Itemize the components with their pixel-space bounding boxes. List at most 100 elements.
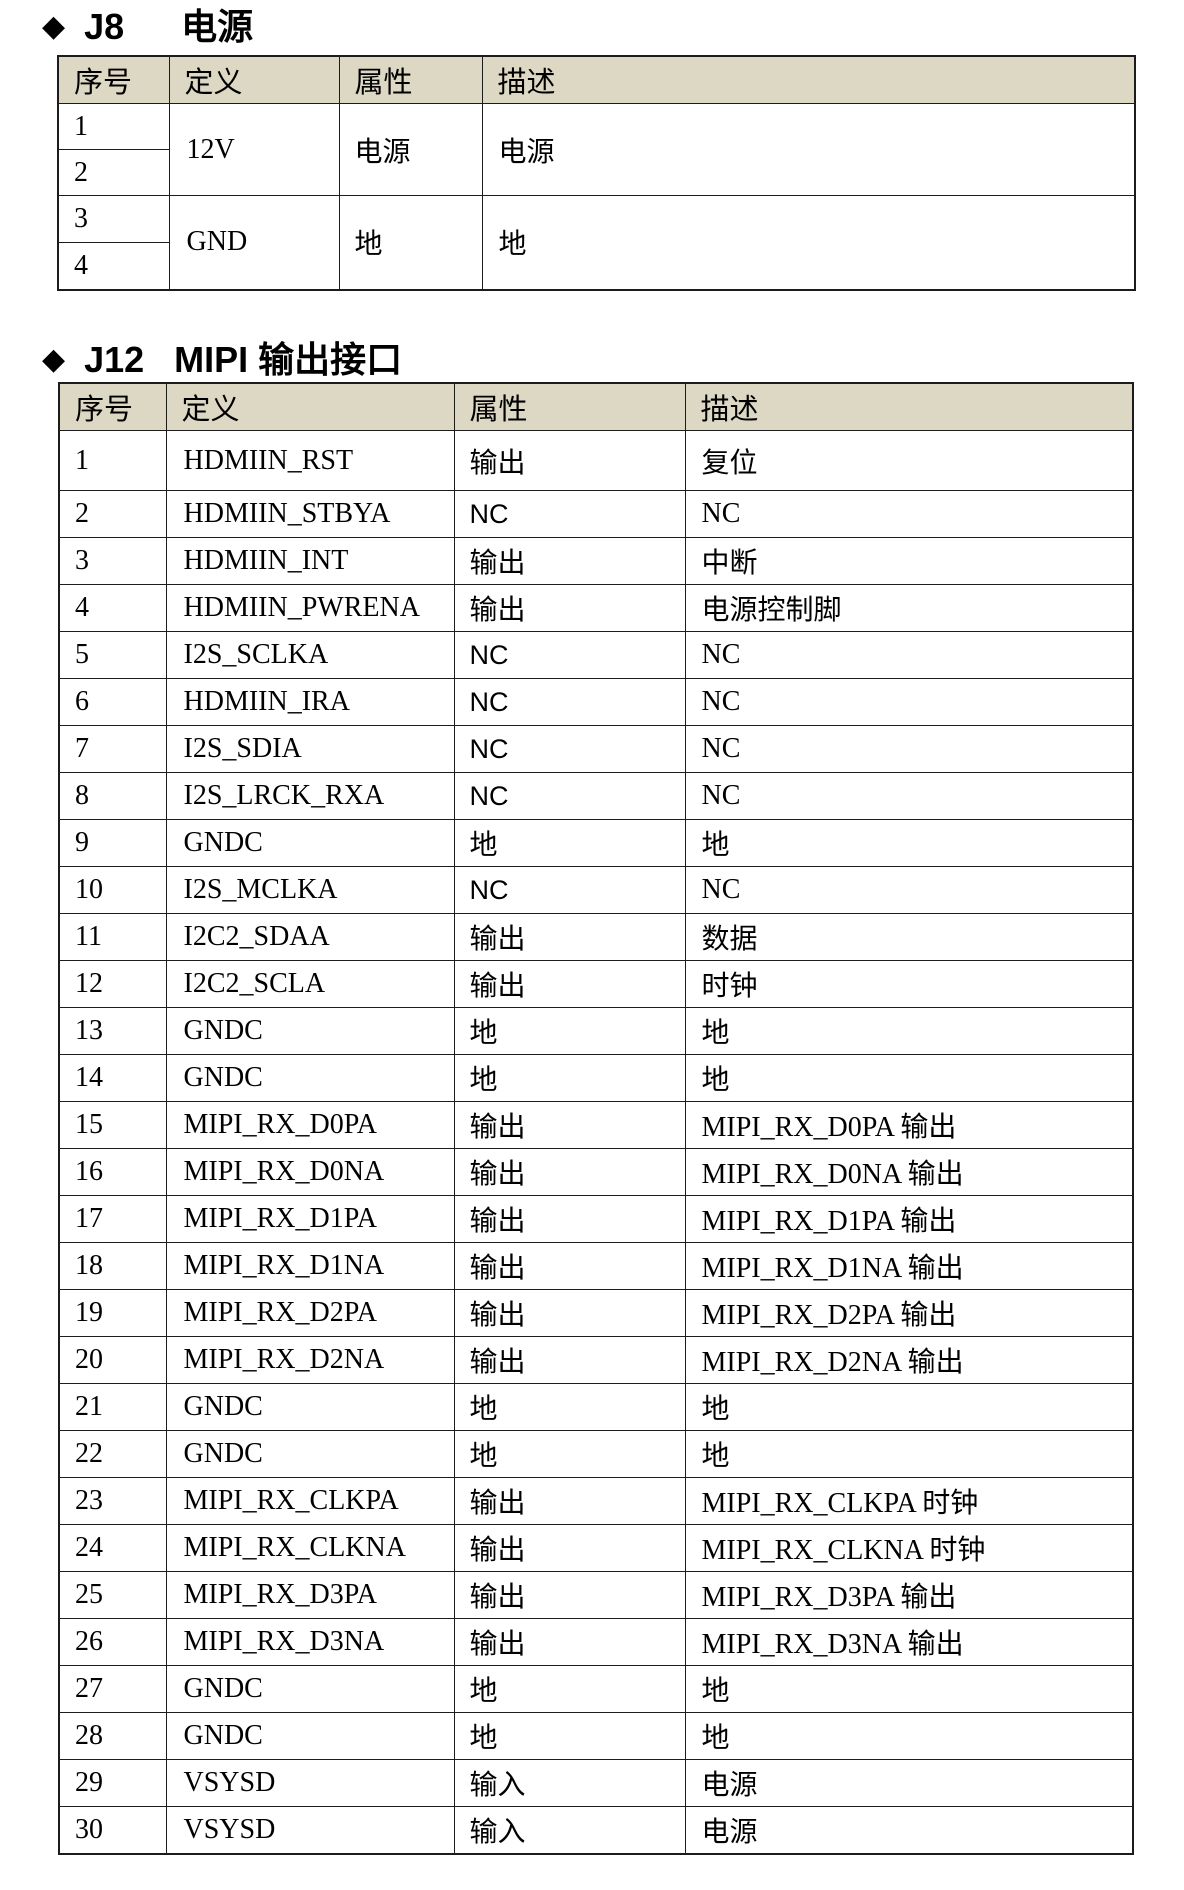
cell-description: MIPI_RX_D0PA 输出 <box>684 1101 1134 1149</box>
cell-definition: VSYSD <box>165 1759 455 1807</box>
diamond-bullet-icon: ◆ <box>42 10 66 43</box>
table-row: 2 HDMIIN_STBYA NC NC <box>58 490 1134 538</box>
connector-title: 电源 <box>181 6 254 47</box>
cell-number: 26 <box>58 1618 167 1666</box>
header-definition: 定义 <box>168 55 340 104</box>
cell-number: 25 <box>58 1571 167 1619</box>
cell-number: 12 <box>58 960 167 1008</box>
table-row: 11 I2C2_SDAA 输出 数据 <box>58 913 1134 961</box>
diamond-bullet-icon: ◆ <box>42 343 66 376</box>
cell-description: NC <box>684 772 1134 820</box>
cell-attribute: 输出 <box>453 1336 686 1384</box>
table-row: 3 GND 地 地 <box>57 195 1136 290</box>
cell-description: NC <box>684 678 1134 726</box>
cell-number: 23 <box>58 1477 167 1525</box>
cell-number: 2 <box>57 149 170 196</box>
cell-description: MIPI_RX_D1PA 输出 <box>684 1195 1134 1243</box>
table-row: 6 HDMIIN_IRA NC NC <box>58 678 1134 726</box>
cell-number: 2 <box>58 490 167 538</box>
j12-pin-table: 序号 定义 属性 描述 1 HDMIIN_RST 输出 复位 2 HDMIIN_STBYA… <box>58 382 1134 1855</box>
cell-definition: GNDC <box>165 1054 455 1102</box>
cell-description: MIPI_RX_CLKNA 时钟 <box>684 1524 1134 1572</box>
cell-definition: I2S_SCLKA <box>165 631 455 679</box>
cell-attribute: 地 <box>453 819 686 867</box>
cell-number: 17 <box>58 1195 167 1243</box>
table-row: 3 HDMIIN_INT 输出 中断 <box>58 537 1134 585</box>
table-row: 2 <box>57 149 1135 196</box>
cell-definition: GNDC <box>165 819 455 867</box>
cell-number: 18 <box>58 1242 167 1290</box>
table-row: 29 VSYSD 输入 电源 <box>58 1759 1134 1807</box>
cell-number: 4 <box>57 242 170 290</box>
cell-definition: I2S_LRCK_RXA <box>165 772 455 820</box>
header-definition: 定义 <box>165 382 455 431</box>
table-row: 9 GNDC 地地 <box>58 819 1134 867</box>
cell-attribute: 输出 <box>453 1477 686 1525</box>
cell-attribute: 地 <box>453 1054 686 1102</box>
cell-attribute: 地 <box>453 1430 686 1478</box>
cell-description: 时钟 <box>684 960 1134 1008</box>
cell-description: 地 <box>684 819 1134 867</box>
cell-description: 地 <box>684 1665 1134 1713</box>
cell-attribute: 地 <box>453 1007 686 1055</box>
cell-description: NC <box>684 725 1134 773</box>
cell-definition: GNDC <box>165 1430 455 1478</box>
table-row: 7 I2S_SDIA NC NC <box>58 725 1134 773</box>
table-row: 15 MIPI_RX_D0PA 输出 MIPI_RX_D0PA 输出 <box>58 1101 1134 1149</box>
section-heading-j12: ◆ J12 MIPI 输出接口 <box>42 339 402 381</box>
cell-attribute: NC <box>453 772 686 820</box>
cell-definition: GNDC <box>165 1383 455 1431</box>
cell-description: NC <box>684 490 1134 538</box>
cell-description: MIPI_RX_D1NA 输出 <box>684 1242 1134 1290</box>
cell-definition: I2C2_SDAA <box>165 913 455 961</box>
cell-attribute: 输出 <box>453 913 686 961</box>
cell-number: 20 <box>58 1336 167 1384</box>
cell-definition: 12V <box>168 103 340 196</box>
cell-description: 地 <box>684 1054 1134 1102</box>
table-row: 27 GNDC 地地 <box>58 1665 1134 1713</box>
cell-description: 地 <box>684 1430 1134 1478</box>
header-attribute: 属性 <box>453 382 686 431</box>
table-row: 22 GNDC 地地 <box>58 1430 1134 1478</box>
table-row: 12 I2C2_SCLA 输出 时钟 <box>58 960 1134 1008</box>
cell-definition: MIPI_RX_CLKPA <box>165 1477 455 1525</box>
connector-code: J8 <box>84 6 125 47</box>
cell-description: MIPI_RX_CLKPA 时钟 <box>684 1477 1134 1525</box>
table-row: 26 MIPI_RX_D3NA 输出 MIPI_RX_D3NA 输出 <box>58 1618 1134 1666</box>
cell-definition: MIPI_RX_D1NA <box>165 1242 455 1290</box>
cell-number: 14 <box>58 1054 167 1102</box>
cell-description: MIPI_RX_D0NA 输出 <box>684 1148 1134 1196</box>
cell-number: 9 <box>58 819 167 867</box>
cell-definition: MIPI_RX_D2PA <box>165 1289 455 1337</box>
cell-attribute: NC <box>453 631 686 679</box>
cell-description: MIPI_RX_D3PA 输出 <box>684 1571 1134 1619</box>
table-row: 19 MIPI_RX_D2PA 输出 MIPI_RX_D2PA 输出 <box>58 1289 1134 1337</box>
cell-description: 复位 <box>684 430 1134 491</box>
cell-description: MIPI_RX_D2PA 输出 <box>684 1289 1134 1337</box>
cell-number: 8 <box>58 772 167 820</box>
cell-attribute: 地 <box>453 1712 686 1760</box>
table-row: 16 MIPI_RX_D0NA 输出 MIPI_RX_D0NA 输出 <box>58 1148 1134 1196</box>
cell-attribute: 输出 <box>453 1618 686 1666</box>
cell-description: 地 <box>684 1712 1134 1760</box>
cell-attribute: 输出 <box>453 584 686 632</box>
cell-attribute: 输入 <box>453 1759 686 1807</box>
table-header: 序号 定义 属性 描述 <box>57 55 1136 104</box>
cell-number: 29 <box>58 1759 167 1807</box>
table-row: 28 GNDC 地地 <box>58 1712 1134 1760</box>
section-heading-j8: ◆ J8 电源 <box>42 6 253 48</box>
cell-attribute: 输出 <box>453 1289 686 1337</box>
cell-number: 1 <box>57 103 170 150</box>
table-body: 1 12V 电源 电源 2 3 GND 地 地 4 <box>57 103 1136 290</box>
cell-attribute: 输出 <box>453 1242 686 1290</box>
cell-definition: HDMIIN_PWRENA <box>165 584 455 632</box>
cell-definition: I2S_MCLKA <box>165 866 455 914</box>
connector-title: MIPI 输出接口 <box>174 339 403 380</box>
cell-definition: MIPI_RX_D3NA <box>165 1618 455 1666</box>
cell-number: 1 <box>58 430 167 491</box>
cell-description: MIPI_RX_D3NA 输出 <box>684 1618 1134 1666</box>
cell-definition: HDMIIN_STBYA <box>165 490 455 538</box>
table-row: 10 I2S_MCLKA NC NC <box>58 866 1134 914</box>
cell-number: 3 <box>57 195 170 243</box>
cell-attribute: 输出 <box>453 430 686 491</box>
